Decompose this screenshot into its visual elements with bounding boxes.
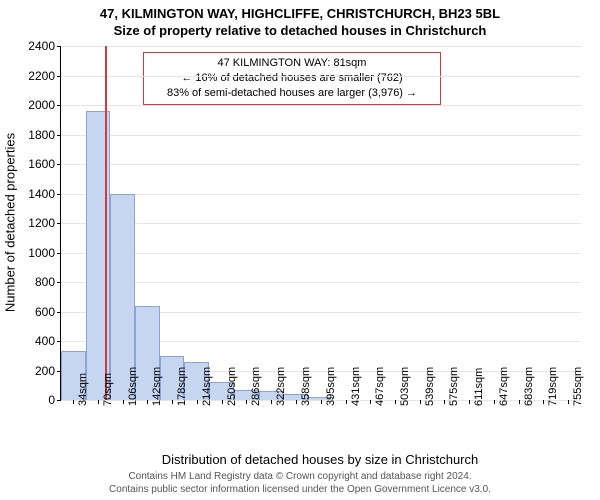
xtick-mark [395, 400, 396, 404]
xtick-mark [123, 400, 124, 404]
grid-line [61, 253, 581, 254]
xtick-label: 575sqm [448, 367, 460, 406]
xtick-mark [271, 400, 272, 404]
xtick-mark [543, 400, 544, 404]
xtick-label: 250sqm [226, 367, 238, 406]
ytick-mark [57, 164, 61, 165]
xtick-mark [321, 400, 322, 404]
xtick-mark [444, 400, 445, 404]
grid-line [61, 164, 581, 165]
histogram-bar [86, 111, 111, 400]
grid-line [61, 282, 581, 283]
ytick-label: 400 [35, 334, 55, 348]
ytick-label: 800 [35, 275, 55, 289]
ytick-mark [57, 105, 61, 106]
footer-line: Contains HM Land Registry data © Crown c… [0, 470, 600, 483]
xtick-label: 395sqm [325, 367, 337, 406]
xtick-label: 755sqm [572, 367, 584, 406]
xtick-mark [222, 400, 223, 404]
ytick-mark [57, 282, 61, 283]
ytick-mark [57, 253, 61, 254]
footer-attribution: Contains HM Land Registry data © Crown c… [0, 470, 600, 496]
y-axis-label: Number of detached properties [3, 123, 18, 323]
xtick-label: 70sqm [102, 373, 114, 406]
ytick-label: 0 [48, 393, 55, 407]
ytick-label: 1800 [28, 128, 55, 142]
xtick-mark [346, 400, 347, 404]
page-subtitle: Size of property relative to detached ho… [0, 21, 600, 38]
ytick-label: 2400 [28, 39, 55, 53]
xtick-label: 178sqm [176, 367, 188, 406]
footer-line: Contains public sector information licen… [0, 483, 600, 496]
ytick-mark [57, 341, 61, 342]
xtick-label: 683sqm [523, 367, 535, 406]
xtick-mark [98, 400, 99, 404]
xtick-mark [246, 400, 247, 404]
xtick-mark [147, 400, 148, 404]
xtick-mark [172, 400, 173, 404]
chart-container: 47, KILMINGTON WAY, HIGHCLIFFE, CHRISTCH… [0, 0, 600, 500]
xtick-mark [370, 400, 371, 404]
grid-line [61, 194, 581, 195]
xtick-label: 647sqm [498, 367, 510, 406]
xtick-label: 106sqm [127, 367, 139, 406]
annotation-line: ← 16% of detached houses are smaller (76… [152, 71, 432, 86]
ytick-label: 2200 [28, 69, 55, 83]
grid-line [61, 76, 581, 77]
xtick-label: 719sqm [547, 367, 559, 406]
ytick-mark [57, 312, 61, 313]
ytick-label: 200 [35, 364, 55, 378]
ytick-mark [57, 400, 61, 401]
xtick-label: 431sqm [350, 367, 362, 406]
xtick-label: 503sqm [399, 367, 411, 406]
xtick-label: 467sqm [374, 367, 386, 406]
xtick-label: 34sqm [77, 373, 89, 406]
xtick-mark [420, 400, 421, 404]
ytick-label: 2000 [28, 98, 55, 112]
property-marker-line [105, 46, 107, 400]
annotation-line: 47 KILMINGTON WAY: 81sqm [152, 56, 432, 71]
grid-line [61, 46, 581, 47]
xtick-mark [519, 400, 520, 404]
ytick-mark [57, 194, 61, 195]
ytick-mark [57, 46, 61, 47]
ytick-label: 1600 [28, 157, 55, 171]
xtick-label: 142sqm [151, 367, 163, 406]
xtick-mark [296, 400, 297, 404]
xtick-label: 358sqm [300, 367, 312, 406]
ytick-mark [57, 76, 61, 77]
ytick-label: 600 [35, 305, 55, 319]
xtick-mark [494, 400, 495, 404]
ytick-mark [57, 135, 61, 136]
grid-line [61, 105, 581, 106]
xtick-mark [197, 400, 198, 404]
xtick-mark [469, 400, 470, 404]
ytick-label: 1000 [28, 246, 55, 260]
plot-area: 47 KILMINGTON WAY: 81sqm ← 16% of detach… [60, 46, 581, 401]
xtick-label: 539sqm [424, 367, 436, 406]
grid-line [61, 223, 581, 224]
xtick-label: 286sqm [250, 367, 262, 406]
ytick-label: 1200 [28, 216, 55, 230]
page-title: 47, KILMINGTON WAY, HIGHCLIFFE, CHRISTCH… [0, 0, 600, 21]
annotation-line: 83% of semi-detached houses are larger (… [152, 86, 432, 101]
grid-line [61, 135, 581, 136]
annotation-box: 47 KILMINGTON WAY: 81sqm ← 16% of detach… [143, 52, 441, 105]
ytick-mark [57, 223, 61, 224]
xtick-mark [568, 400, 569, 404]
x-axis-label: Distribution of detached houses by size … [60, 452, 580, 467]
ytick-label: 1400 [28, 187, 55, 201]
xtick-label: 322sqm [275, 367, 287, 406]
xtick-label: 611sqm [473, 368, 485, 406]
xtick-label: 214sqm [201, 367, 213, 406]
xtick-mark [73, 400, 74, 404]
